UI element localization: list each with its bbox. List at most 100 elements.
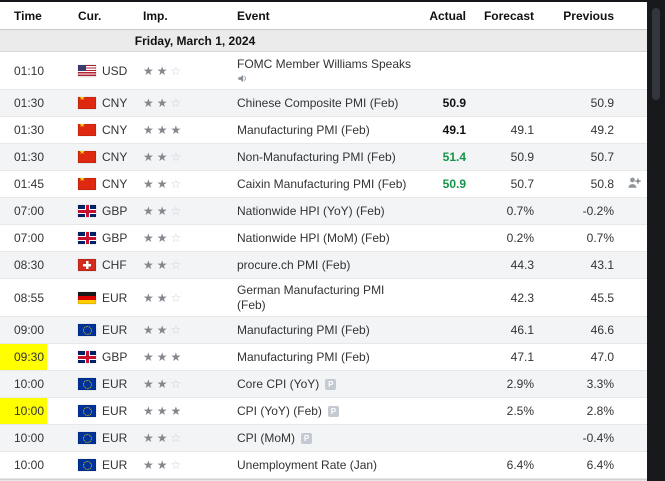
speaker-icon bbox=[237, 73, 248, 84]
event-previous: -0.2% bbox=[542, 204, 620, 218]
eu-flag-icon bbox=[78, 378, 96, 390]
time-text: 10:00 bbox=[14, 377, 45, 391]
date-header-row: Friday, March 1, 2024 bbox=[0, 30, 647, 52]
event-link[interactable]: Nationwide HPI (YoY) (Feb) bbox=[237, 203, 385, 218]
person-plus-icon[interactable] bbox=[627, 177, 641, 192]
forecast-value: 2.9% bbox=[506, 377, 534, 391]
star-filled-icon: ★ bbox=[143, 323, 157, 337]
star-filled-icon: ★ bbox=[143, 258, 157, 272]
event-forecast: 44.3 bbox=[474, 258, 542, 272]
event-row: 07:00 GBP ★★☆ Nationwide HPI (YoY) (Feb) 0.7… bbox=[0, 198, 647, 225]
column-header-time: Time bbox=[14, 8, 42, 23]
event-link[interactable]: FOMC Member Williams Speaks bbox=[237, 57, 412, 71]
previous-value: 0.7% bbox=[586, 231, 614, 245]
star-filled-icon: ★ bbox=[156, 63, 171, 78]
event-time: 09:30 bbox=[0, 344, 64, 370]
star-empty-icon: ☆ bbox=[170, 63, 185, 78]
event-rows: 01:10 USD ★★☆ FOMC Member Williams Speaks 01… bbox=[0, 52, 647, 479]
event-link[interactable]: Chinese Composite PMI (Feb) bbox=[237, 95, 399, 110]
event-name-cell: Chinese Composite PMI (Feb) bbox=[223, 96, 424, 111]
event-link[interactable]: Caixin Manufacturing PMI (Feb) bbox=[237, 176, 407, 191]
star-filled-icon: ★ bbox=[170, 350, 185, 364]
us-flag-icon bbox=[78, 64, 96, 77]
importance-stars: ★★☆ bbox=[129, 231, 223, 245]
star-filled-icon: ★ bbox=[156, 377, 171, 391]
event-time: 01:30 bbox=[0, 90, 64, 116]
event-link[interactable]: Non-Manufacturing PMI (Feb) bbox=[237, 149, 396, 164]
event-previous: 2.8% bbox=[542, 404, 620, 418]
time-text: 10:00 bbox=[14, 458, 45, 472]
event-name-cell: Nationwide HPI (MoM) (Feb) bbox=[223, 231, 424, 246]
event-link[interactable]: Manufacturing PMI (Feb) bbox=[237, 349, 370, 364]
event-link[interactable]: Core CPI (YoY) bbox=[237, 376, 320, 391]
time-text: 07:00 bbox=[14, 204, 45, 218]
time-text: 01:30 bbox=[14, 123, 45, 137]
star-filled-icon: ★ bbox=[156, 204, 171, 218]
previous-value: 2.8% bbox=[586, 404, 614, 418]
column-header-forecast: Forecast bbox=[483, 8, 534, 23]
star-filled-icon: ★ bbox=[143, 123, 157, 137]
time-text: 08:55 bbox=[14, 290, 45, 305]
event-previous: 50.7 bbox=[542, 150, 620, 164]
event-time: 07:00 bbox=[0, 225, 64, 251]
event-previous: 50.9 bbox=[542, 96, 620, 110]
event-currency: CNY bbox=[64, 123, 129, 137]
event-row: 10:00 EUR ★★★ CPI (YoY) (Feb) P 2.5% 2.8% bbox=[0, 398, 647, 425]
currency-code: GBP bbox=[102, 350, 128, 364]
currency-code: CNY bbox=[102, 150, 128, 164]
event-link[interactable]: German Manufacturing PMI (Feb) bbox=[237, 282, 385, 312]
event-row: 08:30 CHF ★★☆ procure.ch PMI (Feb) 44.3 43.1 bbox=[0, 252, 647, 279]
eu-flag-icon bbox=[78, 324, 96, 336]
event-link[interactable]: Nationwide HPI (MoM) (Feb) bbox=[237, 230, 390, 245]
star-empty-icon: ☆ bbox=[170, 377, 185, 391]
currency-code: USD bbox=[102, 63, 128, 78]
event-forecast: 2.5% bbox=[474, 404, 542, 418]
speech-indicator bbox=[237, 73, 420, 84]
next-section-partial-row bbox=[0, 479, 647, 481]
event-link[interactable]: Manufacturing PMI (Feb) bbox=[237, 322, 370, 337]
event-forecast: 0.7% bbox=[474, 204, 542, 218]
star-filled-icon: ★ bbox=[143, 350, 157, 364]
forecast-value: 49.1 bbox=[510, 123, 534, 137]
scrollbar-thumb[interactable] bbox=[652, 8, 660, 100]
event-link[interactable]: Manufacturing PMI (Feb) bbox=[237, 122, 370, 137]
event-row: 09:00 EUR ★★☆ Manufacturing PMI (Feb) 46.1 46… bbox=[0, 317, 647, 344]
event-time: 01:10 bbox=[0, 58, 64, 84]
event-title-line: Unemployment Rate (Jan) bbox=[237, 458, 420, 473]
time-text: 10:00 bbox=[0, 398, 48, 424]
event-title-line: Manufacturing PMI (Feb) bbox=[237, 123, 420, 138]
event-time: 10:00 bbox=[0, 425, 64, 451]
star-empty-icon: ☆ bbox=[170, 204, 185, 218]
ch-flag-icon bbox=[78, 259, 96, 271]
event-name-cell: FOMC Member Williams Speaks bbox=[223, 57, 424, 84]
event-name-cell: Core CPI (YoY) P bbox=[223, 377, 424, 392]
event-time: 10:00 bbox=[0, 371, 64, 397]
importance-stars: ★★★ bbox=[129, 404, 223, 418]
forecast-value: 50.7 bbox=[510, 177, 534, 191]
event-name-cell: Non-Manufacturing PMI (Feb) bbox=[223, 150, 424, 165]
importance-stars: ★★★ bbox=[129, 123, 223, 137]
currency-code: CNY bbox=[102, 123, 128, 137]
star-filled-icon: ★ bbox=[143, 150, 157, 164]
star-filled-icon: ★ bbox=[143, 458, 157, 472]
star-filled-icon: ★ bbox=[143, 404, 157, 418]
event-link[interactable]: Unemployment Rate (Jan) bbox=[237, 457, 378, 472]
actual-value: 51.4 bbox=[442, 150, 466, 164]
scrollbar-track[interactable] bbox=[647, 0, 665, 481]
event-title-line: Chinese Composite PMI (Feb) bbox=[237, 96, 420, 111]
event-previous: 50.8 bbox=[542, 177, 620, 191]
forecast-value: 50.9 bbox=[510, 150, 534, 164]
event-link[interactable]: CPI (MoM) bbox=[237, 430, 295, 445]
event-link[interactable]: CPI (YoY) (Feb) bbox=[237, 403, 322, 418]
currency-code: CNY bbox=[102, 96, 128, 110]
event-actual: 49.1 bbox=[424, 123, 474, 137]
preliminary-icon: P bbox=[327, 405, 339, 417]
event-link[interactable]: procure.ch PMI (Feb) bbox=[237, 257, 351, 272]
event-time: 07:00 bbox=[0, 198, 64, 224]
eu-flag-icon bbox=[78, 432, 96, 444]
currency-code: EUR bbox=[102, 404, 128, 418]
importance-stars: ★★☆ bbox=[129, 377, 223, 391]
event-previous: 45.5 bbox=[542, 291, 620, 305]
event-currency: CNY bbox=[64, 177, 129, 191]
preliminary-icon: P bbox=[325, 378, 337, 390]
